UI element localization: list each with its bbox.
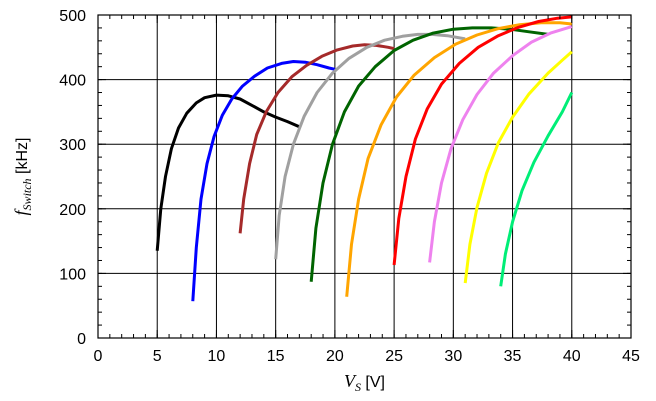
x-tick-label: 10	[208, 348, 226, 365]
x-tick-label: 15	[267, 348, 285, 365]
y-axis-label: fSwitch [kHz]	[11, 138, 34, 216]
x-tick-label: 35	[504, 348, 522, 365]
y-axis-label-sub: Switch	[20, 178, 34, 210]
x-tick-labels: 0 5 10 15 20 25 30 35 40 45	[94, 348, 640, 365]
plot-frame	[97, 14, 632, 339]
y-tick-labels: 0 100 200 300 400 500	[59, 8, 86, 348]
y-axis-label-unit: [kHz]	[14, 138, 31, 179]
x-axis-label: VS [V]	[344, 371, 385, 394]
x-axis-label-unit: [V]	[361, 374, 385, 391]
x-tick-label: 30	[444, 348, 462, 365]
y-tick-label: 400	[59, 73, 86, 90]
x-tick-label: 5	[153, 348, 162, 365]
axis-ticks	[97, 14, 632, 339]
x-axis-label-main: V	[344, 371, 357, 391]
x-tick-label: 45	[622, 348, 640, 365]
y-tick-label: 300	[59, 137, 86, 154]
series-line-8	[428, 25, 573, 263]
x-tick-label: 40	[563, 348, 581, 365]
y-tick-label: 100	[59, 266, 86, 283]
series-line-10	[499, 91, 574, 287]
series-line-7	[392, 15, 572, 266]
x-axis-label-sub: S	[355, 380, 361, 394]
x-tick-label: 20	[326, 348, 344, 365]
series-lines	[155, 15, 574, 302]
series-line-9	[463, 50, 573, 284]
y-tick-label: 0	[77, 331, 86, 348]
y-tick-label: 200	[59, 202, 86, 219]
y-tick-label: 500	[59, 8, 86, 25]
x-tick-label: 0	[94, 348, 103, 365]
series-line-1	[155, 93, 301, 251]
x-tick-label: 25	[385, 348, 403, 365]
y-axis-label-main: f	[11, 207, 31, 215]
